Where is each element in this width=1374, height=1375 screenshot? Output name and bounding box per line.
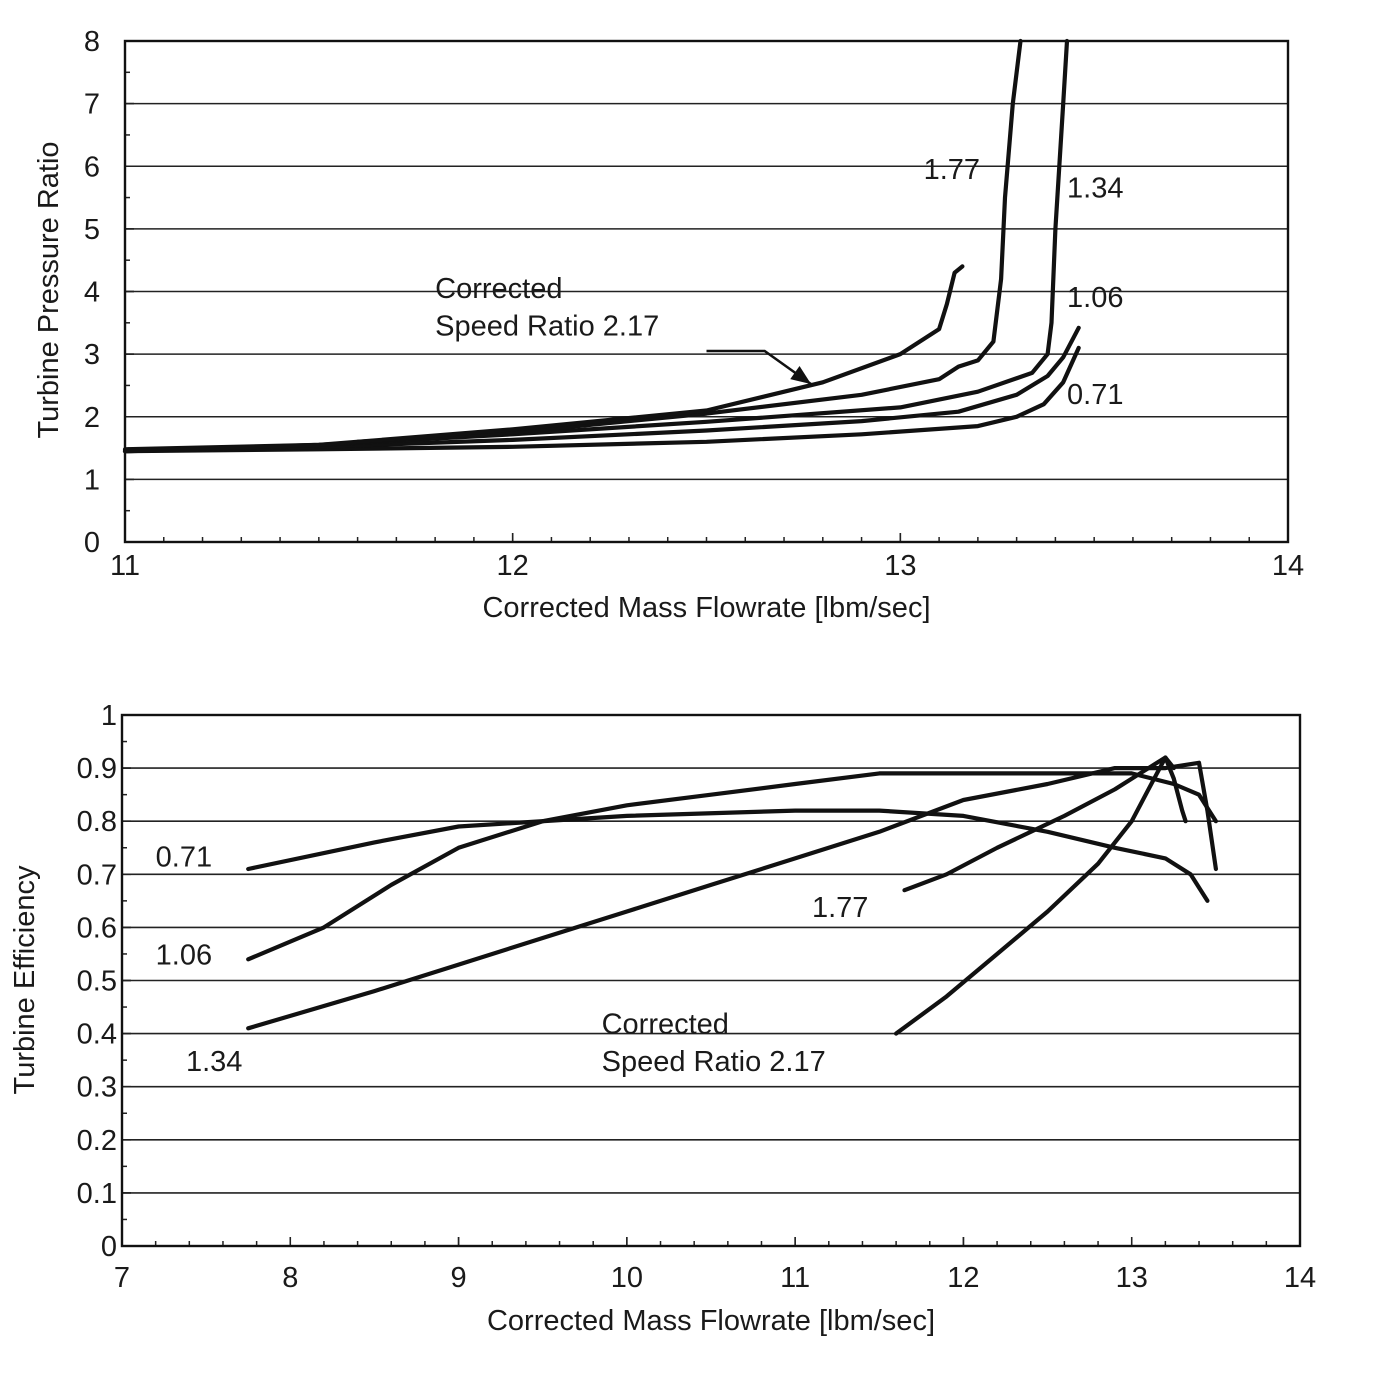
curve-label: 0.71 bbox=[156, 841, 212, 873]
gridlines bbox=[125, 102, 1288, 481]
curve-label: Corrected bbox=[602, 1009, 729, 1041]
series-line-2-17 bbox=[894, 755, 1176, 1036]
y-tick-label: 0.1 bbox=[77, 1178, 117, 1210]
y-tick-label: 0.8 bbox=[77, 806, 117, 838]
series-line-1-06 bbox=[246, 771, 1218, 962]
y-tick-label: 2 bbox=[84, 402, 100, 434]
x-axis-title: Corrected Mass Flowrate [lbm/sec] bbox=[487, 1305, 935, 1337]
x-tick-label: 10 bbox=[611, 1262, 643, 1294]
x-tick-label: 13 bbox=[1116, 1262, 1148, 1294]
y-tick-label: 3 bbox=[84, 339, 100, 371]
x-tick-label: 14 bbox=[1284, 1262, 1316, 1294]
series-line-1-34 bbox=[122, 38, 1070, 452]
y-tick-label: 6 bbox=[84, 151, 100, 183]
annotation-arrowhead bbox=[790, 366, 812, 385]
series-line-1-77 bbox=[355, 38, 1023, 444]
y-tick-label: 0.5 bbox=[77, 966, 117, 998]
y-tick-label: 1 bbox=[84, 464, 100, 496]
curve-label: 1.06 bbox=[156, 940, 212, 972]
y-axis-title: Turbine Pressure Ratio bbox=[33, 141, 65, 438]
curve-label: Corrected bbox=[435, 273, 562, 305]
y-tick-label: 0 bbox=[101, 1231, 117, 1263]
y-tick-label: 0 bbox=[84, 527, 100, 559]
y-tick-label: 0.2 bbox=[77, 1125, 117, 1157]
curve-label: 1.77 bbox=[812, 892, 868, 924]
y-tick-label: 0.9 bbox=[77, 753, 117, 785]
plot-frame bbox=[123, 39, 1290, 544]
y-tick-label: 0.7 bbox=[77, 859, 117, 891]
y-tick-label: 7 bbox=[84, 89, 100, 121]
x-tick-label: 11 bbox=[110, 550, 140, 582]
x-tick-label: 8 bbox=[282, 1262, 298, 1294]
x-tick-label: 12 bbox=[497, 550, 529, 582]
series-line-0-71 bbox=[246, 808, 1210, 903]
y-tick-label: 5 bbox=[84, 214, 100, 246]
x-tick-label: 13 bbox=[884, 550, 916, 582]
curve-label: Speed Ratio 2.17 bbox=[602, 1046, 826, 1078]
curve-label: 1.06 bbox=[1067, 282, 1123, 314]
x-axis-title: Corrected Mass Flowrate [lbm/sec] bbox=[482, 592, 930, 624]
series-line-2-17 bbox=[122, 264, 965, 454]
y-tick-label: 1 bbox=[101, 700, 117, 732]
series-line-1-34 bbox=[246, 760, 1218, 1031]
x-tick-label: 9 bbox=[451, 1262, 467, 1294]
y-tick-label: 0.6 bbox=[77, 912, 117, 944]
curve-label: Speed Ratio 2.17 bbox=[435, 310, 659, 342]
gridlines bbox=[122, 767, 1300, 1194]
y-tick-label: 0.3 bbox=[77, 1072, 117, 1104]
x-tick-label: 11 bbox=[780, 1262, 810, 1294]
plot-frame bbox=[120, 713, 1302, 1248]
curve-label: 1.34 bbox=[186, 1046, 242, 1078]
series-line-0-71 bbox=[122, 345, 1081, 454]
series-line-1-06 bbox=[122, 325, 1081, 454]
x-tick-label: 7 bbox=[114, 1262, 130, 1294]
efficiency-chart: 7 8 9 10 11 12 13 14 0 0.1 0.2 0.3 0.4 0.5 0.6 0.7 0.8 0.… bbox=[9, 700, 1316, 1337]
y-tick-label: 8 bbox=[84, 26, 100, 58]
x-tick-label: 12 bbox=[947, 1262, 979, 1294]
y-tick-label: 0.4 bbox=[77, 1019, 117, 1051]
x-tick-label: 14 bbox=[1272, 550, 1304, 582]
curve-label: 0.71 bbox=[1067, 379, 1123, 411]
y-tick-label: 4 bbox=[84, 277, 100, 309]
y-axis-title: Turbine Efficiency bbox=[9, 865, 41, 1094]
series-line-1-77 bbox=[902, 755, 1188, 893]
curve-label: 1.34 bbox=[1067, 173, 1123, 205]
curve-label: 1.77 bbox=[924, 154, 980, 186]
